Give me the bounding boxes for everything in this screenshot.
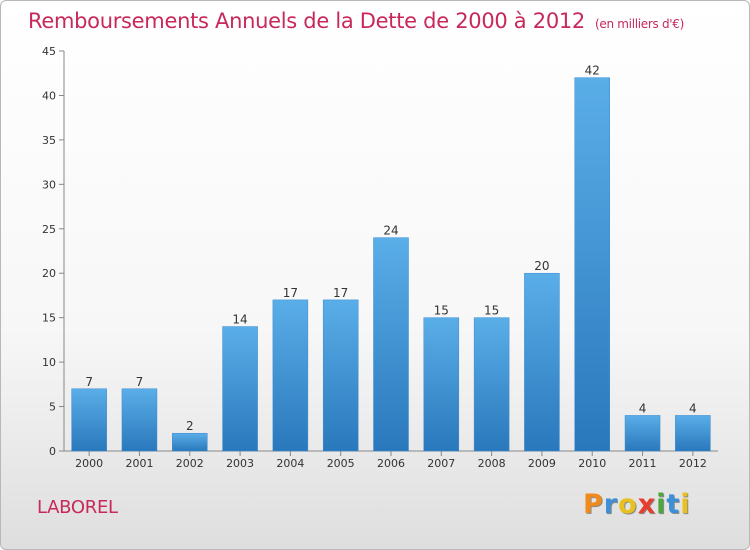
bar-value-label: 15 bbox=[434, 304, 449, 318]
x-tick-label: 2004 bbox=[276, 457, 304, 470]
bar-value-label: 14 bbox=[232, 313, 247, 327]
bar bbox=[574, 77, 610, 452]
y-tick-label: 0 bbox=[49, 445, 56, 458]
logo-letter: i bbox=[656, 489, 667, 520]
bar-value-label: 17 bbox=[283, 286, 298, 300]
bar-value-label: 7 bbox=[85, 375, 93, 389]
x-tick-label: 2007 bbox=[427, 457, 455, 470]
bar bbox=[624, 415, 661, 452]
logo-letter: o bbox=[618, 489, 638, 520]
y-tick-label: 40 bbox=[42, 89, 56, 102]
bar-value-label: 20 bbox=[534, 259, 549, 273]
bar-value-label: 17 bbox=[333, 286, 348, 300]
logo-letter: t bbox=[666, 489, 681, 520]
x-tick-label: 2008 bbox=[478, 457, 506, 470]
proxiti-logo: Proxiti bbox=[583, 489, 691, 520]
logo-letter: r bbox=[603, 489, 619, 520]
x-tick-label: 2000 bbox=[75, 457, 103, 470]
bar-value-label: 7 bbox=[136, 375, 144, 389]
y-tick-label: 10 bbox=[42, 356, 56, 369]
x-tick-label: 2006 bbox=[377, 457, 405, 470]
bar-value-label: 24 bbox=[383, 224, 398, 238]
commune-name: LABOREL bbox=[37, 497, 118, 518]
y-tick-label: 35 bbox=[42, 134, 56, 147]
bar-value-label: 42 bbox=[585, 64, 600, 78]
x-tick-label: 2002 bbox=[176, 457, 204, 470]
chart-title: Remboursements Annuels de la Dette de 20… bbox=[28, 9, 684, 33]
bar bbox=[675, 415, 711, 452]
x-tick-label: 2011 bbox=[629, 457, 657, 470]
y-tick-label: 45 bbox=[42, 45, 56, 58]
x-tick-label: 2001 bbox=[125, 457, 153, 470]
logo-letter: x bbox=[637, 489, 657, 520]
bar-value-label: 15 bbox=[484, 304, 499, 318]
bar bbox=[172, 432, 208, 452]
x-tick-label: 2012 bbox=[679, 457, 707, 470]
y-tick-label: 25 bbox=[42, 223, 56, 236]
bar bbox=[272, 299, 309, 452]
y-tick-label: 5 bbox=[49, 401, 56, 414]
logo-letter: P bbox=[583, 489, 604, 520]
bar bbox=[222, 326, 258, 452]
chart-unit: (en milliers d'€) bbox=[595, 17, 685, 31]
bar bbox=[322, 299, 359, 452]
chart-title-text: Remboursements Annuels de la Dette de 20… bbox=[28, 9, 585, 33]
bar bbox=[423, 317, 460, 452]
bar-value-label: 4 bbox=[689, 401, 697, 415]
x-tick-label: 2010 bbox=[578, 457, 606, 470]
y-tick-label: 15 bbox=[42, 312, 56, 325]
x-tick-label: 2003 bbox=[226, 457, 254, 470]
bar bbox=[373, 237, 409, 452]
y-tick-label: 30 bbox=[42, 178, 56, 191]
bar bbox=[121, 388, 158, 452]
x-tick-label: 2005 bbox=[327, 457, 355, 470]
bar-value-label: 2 bbox=[186, 419, 194, 433]
x-tick-label: 2009 bbox=[528, 457, 556, 470]
chart-axes: 0 5 10 15 20 25 30 35 40 45 2000 2001 2002 2003 2004 20… bbox=[42, 45, 718, 470]
bar-value-label: 4 bbox=[639, 401, 647, 415]
bar bbox=[524, 272, 560, 452]
chart-bars: 7 7 2 14 17 17 24 15 15 20 42 4 4 bbox=[71, 64, 711, 452]
bar bbox=[71, 388, 107, 452]
logo-letter: i bbox=[680, 489, 691, 520]
y-tick-label: 20 bbox=[42, 267, 56, 280]
bar bbox=[473, 317, 510, 452]
